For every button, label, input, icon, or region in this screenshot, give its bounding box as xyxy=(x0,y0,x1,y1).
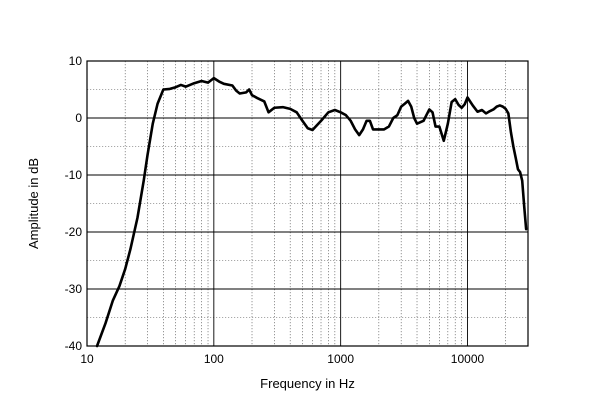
x-tick-label: 100 xyxy=(204,352,224,366)
x-tick-label: 10000 xyxy=(451,352,485,366)
y-tick-label: -40 xyxy=(65,339,83,353)
y-axis-label: Amplitude in dB xyxy=(26,158,41,249)
x-tick-label: 1000 xyxy=(327,352,354,366)
x-tick-labels: 10 100 1000 10000 xyxy=(80,352,484,366)
minor-grid xyxy=(87,61,528,346)
y-tick-label: 10 xyxy=(69,54,83,68)
y-tick-label: -10 xyxy=(65,168,83,182)
x-axis-label: Frequency in Hz xyxy=(260,376,355,391)
response-curve xyxy=(95,76,528,348)
y-tick-label: 0 xyxy=(75,111,82,125)
y-tick-label: -30 xyxy=(65,282,83,296)
y-tick-labels: 10 0 -10 -20 -30 -40 xyxy=(65,54,83,353)
major-grid xyxy=(87,61,528,346)
y-tick-label: -20 xyxy=(65,225,83,239)
plot-frame xyxy=(86,60,529,347)
x-tick-label: 10 xyxy=(80,352,94,366)
